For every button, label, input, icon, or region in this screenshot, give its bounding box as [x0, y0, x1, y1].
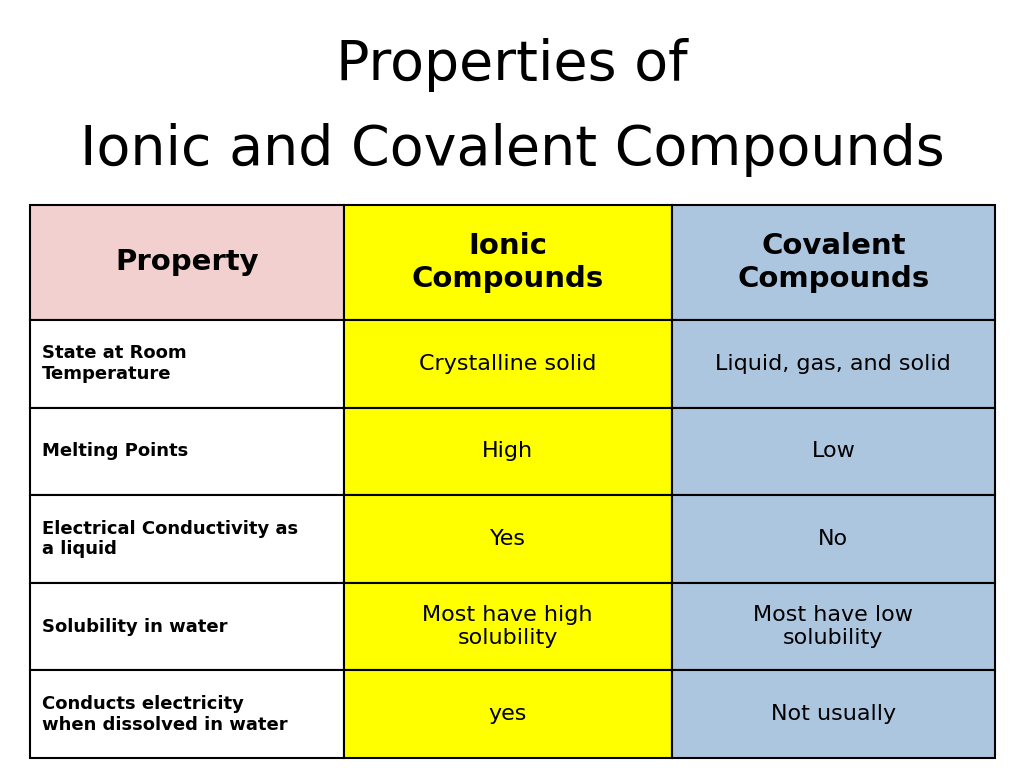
- Bar: [344, 583, 672, 670]
- Text: yes: yes: [488, 704, 527, 724]
- Bar: [344, 320, 672, 408]
- Bar: [672, 205, 995, 320]
- Text: Liquid, gas, and solid: Liquid, gas, and solid: [716, 354, 951, 374]
- Bar: [30, 495, 344, 583]
- Bar: [344, 670, 672, 758]
- Bar: [672, 495, 995, 583]
- Bar: [30, 320, 344, 408]
- Bar: [344, 495, 672, 583]
- Bar: [344, 205, 672, 320]
- Bar: [344, 408, 672, 495]
- Bar: [672, 670, 995, 758]
- Bar: [672, 320, 995, 408]
- Text: Ionic and Covalent Compounds: Ionic and Covalent Compounds: [80, 123, 944, 177]
- Text: Melting Points: Melting Points: [42, 442, 188, 460]
- Text: Low: Low: [811, 442, 855, 462]
- Text: State at Room
Temperature: State at Room Temperature: [42, 344, 186, 383]
- Text: Conducts electricity
when dissolved in water: Conducts electricity when dissolved in w…: [42, 695, 288, 733]
- Text: Ionic
Compounds: Ionic Compounds: [412, 232, 604, 293]
- Bar: [30, 408, 344, 495]
- Text: Yes: Yes: [489, 529, 525, 549]
- Text: Crystalline solid: Crystalline solid: [419, 354, 596, 374]
- Text: Solubility in water: Solubility in water: [42, 617, 227, 636]
- Bar: [30, 670, 344, 758]
- Bar: [672, 583, 995, 670]
- Bar: [672, 408, 995, 495]
- Text: Properties of: Properties of: [336, 38, 688, 92]
- Text: No: No: [818, 529, 849, 549]
- Bar: [30, 205, 344, 320]
- Text: Most have low
solubility: Most have low solubility: [754, 605, 913, 648]
- Bar: [30, 583, 344, 670]
- Text: Property: Property: [115, 249, 259, 276]
- Text: High: High: [482, 442, 534, 462]
- Text: Covalent
Compounds: Covalent Compounds: [737, 232, 930, 293]
- Text: Most have high
solubility: Most have high solubility: [423, 605, 593, 648]
- Text: Electrical Conductivity as
a liquid: Electrical Conductivity as a liquid: [42, 520, 298, 558]
- Text: Not usually: Not usually: [771, 704, 896, 724]
